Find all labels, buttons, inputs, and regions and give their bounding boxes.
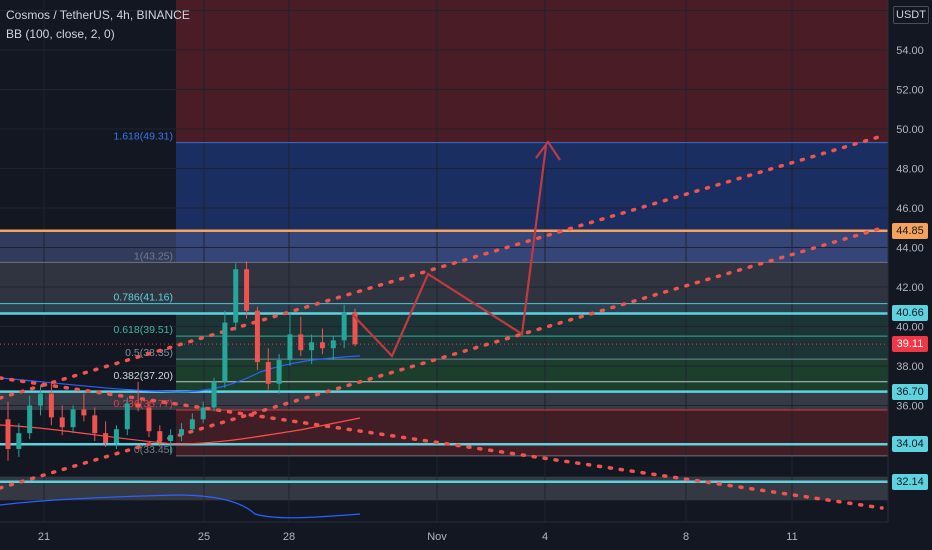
- time-label: 28: [283, 531, 295, 543]
- indicator-legend: BB (100, close, 2, 0): [6, 27, 115, 41]
- price-tag: 44.85: [892, 222, 928, 239]
- trend-line-lower: [0, 226, 884, 490]
- candle-body: [168, 435, 174, 442]
- price-label: 52.00: [896, 85, 924, 97]
- candle-body: [244, 269, 250, 311]
- fib-zone-2: [0, 303, 888, 314]
- candle-body: [113, 429, 119, 444]
- candle-body: [319, 342, 325, 349]
- target-zone-upper: [176, 0, 888, 143]
- fib-label: 0.382(37.20): [113, 370, 173, 382]
- price-label: 44.00: [896, 243, 924, 255]
- candle-body: [70, 409, 76, 428]
- trend-lines: [0, 134, 884, 510]
- price-label: 42.00: [896, 282, 924, 294]
- candle-body: [222, 322, 228, 382]
- time-axis-labels: 21 25 28 Nov 4 8 11: [38, 531, 798, 543]
- candle-body: [103, 433, 109, 444]
- time-label: 4: [542, 531, 548, 543]
- price-label: 54.00: [896, 45, 924, 57]
- candle-body: [179, 429, 184, 436]
- price-label: 46.00: [896, 203, 924, 215]
- candle-body: [287, 334, 293, 361]
- fib-label: 1(43.25): [134, 250, 173, 262]
- candle-body: [352, 312, 358, 345]
- candle-body: [341, 312, 347, 341]
- candle-body: [276, 360, 282, 384]
- time-label: 11: [786, 531, 797, 543]
- candle-body: [81, 409, 87, 416]
- bb-upper: [0, 355, 361, 393]
- price-tag: 32.14: [892, 473, 928, 490]
- price-label: 36.00: [896, 401, 924, 413]
- horizontal-levels: [0, 229, 888, 483]
- candle-body: [16, 433, 22, 449]
- candle-body: [189, 419, 195, 430]
- candle-body: [135, 403, 141, 408]
- price-label: 48.00: [896, 164, 924, 176]
- stop-zone-red: [176, 410, 888, 456]
- fib-label: 0.786(41.16): [113, 292, 173, 304]
- time-label: 8: [683, 531, 689, 543]
- candle-body: [233, 269, 239, 323]
- price-tag: 40.66: [892, 305, 928, 322]
- price-tag: 39.11: [892, 336, 928, 353]
- fib-label: 0(33.45): [134, 444, 173, 456]
- grid-lines: [0, 0, 888, 522]
- currency-button[interactable]: USDT: [893, 6, 929, 24]
- candle-body: [92, 415, 98, 434]
- time-label: Nov: [427, 531, 447, 543]
- candle-body: [200, 407, 206, 420]
- fib-label: 0.618(39.51): [113, 324, 173, 336]
- projection-arrowhead: [535, 140, 561, 161]
- time-label: 21: [38, 531, 50, 543]
- projection-line: [351, 145, 548, 358]
- bb-lower: [0, 494, 361, 519]
- price-label: 38.00: [896, 361, 924, 373]
- candle-body: [211, 381, 217, 408]
- candle-body: [124, 403, 130, 430]
- projection-path: [351, 140, 561, 358]
- price-label: 50.00: [896, 124, 924, 136]
- fibonacci-retracement: 1.618(49.31) 1(43.25) 0.786(41.16) 0.618(39…: [0, 131, 888, 457]
- candlestick-series: [5, 261, 358, 461]
- candle-body: [309, 342, 315, 351]
- candle-body: [48, 393, 54, 418]
- trend-line-upper: [0, 134, 884, 400]
- candle-body: [254, 310, 260, 363]
- fib-label: 1.618(49.31): [113, 131, 173, 143]
- resistance-zone: [0, 230, 888, 263]
- candle-body: [298, 334, 304, 351]
- candle-body: [146, 407, 152, 432]
- price-tag: 34.04: [892, 436, 928, 453]
- candle-body: [157, 431, 163, 442]
- price-tag: 36.70: [892, 383, 928, 400]
- candle-body: [265, 362, 271, 384]
- time-label: 25: [198, 531, 210, 543]
- candle-body: [59, 417, 65, 428]
- stop-zone-green: [176, 359, 888, 392]
- candle-body: [38, 393, 44, 406]
- candle-body: [330, 340, 336, 349]
- candle-body: [5, 419, 11, 449]
- candle-body: [27, 405, 33, 434]
- price-label: 40.00: [896, 322, 924, 334]
- chart-title: Cosmos / TetherUS, 4h, BINANCE: [6, 8, 190, 22]
